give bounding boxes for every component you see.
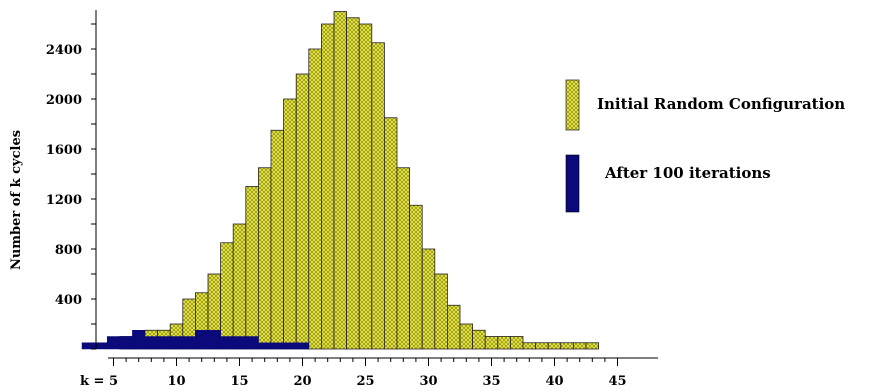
bar-after-k17 — [258, 342, 272, 350]
bar-initial-k21 — [308, 48, 322, 350]
x-tick-label: 45 — [608, 374, 626, 389]
bar-after-k10 — [169, 336, 184, 350]
bar-initial-k42 — [573, 342, 587, 350]
axes: 400 800 1200 1600 2000 2400 5 10 15 20 25 30 35 40 45 — [46, 10, 658, 389]
bar-initial-k33 — [459, 323, 474, 350]
bar-initial-k34 — [472, 329, 486, 350]
y-tick-label: 1200 — [46, 193, 82, 208]
bar-after-k20 — [295, 342, 310, 350]
y-axis-label: Number of k cycles — [9, 130, 24, 270]
initial-series-bars — [119, 11, 600, 350]
x-tick-label: 10 — [167, 374, 185, 389]
bar-after-k3 — [81, 342, 95, 350]
bar-after-k12 — [195, 330, 209, 350]
bar-initial-k36 — [497, 336, 511, 350]
bar-initial-k40 — [547, 342, 562, 350]
y-tick-label: 2400 — [46, 43, 82, 58]
bar-after-k7 — [132, 330, 146, 350]
bar-initial-k28 — [396, 167, 411, 350]
bar-after-k11 — [182, 336, 196, 350]
legend: Initial Random Configuration After 100 i… — [565, 79, 845, 213]
bar-after-k8 — [144, 336, 158, 350]
legend-label-after: After 100 iterations — [604, 164, 771, 182]
bar-initial-k23 — [333, 11, 348, 350]
bar-initial-k25 — [358, 23, 373, 350]
bar-initial-k39 — [535, 342, 549, 350]
bar-initial-k18 — [270, 129, 285, 350]
bar-initial-k15 — [232, 223, 247, 350]
bar-initial-k27 — [383, 117, 398, 350]
bar-initial-k17 — [257, 167, 272, 350]
bar-after-k15 — [232, 336, 247, 350]
bar-initial-k41 — [560, 342, 574, 350]
bar-initial-k30 — [421, 248, 436, 350]
bar-initial-k31 — [434, 273, 448, 350]
x-tick-label: 30 — [419, 374, 437, 389]
bar-initial-k22 — [320, 23, 335, 350]
bar-initial-k19 — [283, 98, 297, 350]
bar-initial-k26 — [371, 42, 385, 350]
bar-initial-k24 — [346, 17, 360, 350]
bar-after-k14 — [220, 336, 234, 350]
bar-initial-k35 — [484, 336, 499, 350]
bar-after-k16 — [245, 336, 259, 350]
y-tick-label: 800 — [55, 243, 82, 258]
x-axis-prefix: k = — [80, 374, 104, 389]
bar-initial-k38 — [522, 342, 537, 350]
bar-initial-k43 — [585, 342, 600, 350]
legend-label-initial: Initial Random Configuration — [597, 95, 845, 113]
bar-initial-k20 — [295, 73, 310, 350]
legend-swatch-initial — [565, 79, 580, 131]
bar-initial-k29 — [409, 204, 423, 350]
bar-initial-k16 — [245, 186, 259, 350]
bar-initial-k14 — [220, 242, 234, 350]
after-series-bars — [81, 330, 310, 350]
legend-swatch-after — [565, 154, 580, 213]
x-tick-label: 5 — [109, 374, 118, 389]
bar-after-k13 — [207, 330, 221, 350]
bar-initial-k37 — [509, 336, 524, 350]
x-tick-label: 15 — [230, 374, 248, 389]
bar-after-k6 — [119, 336, 133, 350]
bar-after-k5 — [106, 336, 121, 350]
x-tick-label: 40 — [545, 374, 563, 389]
bar-after-k9 — [157, 336, 171, 350]
y-tick-label: 2000 — [46, 93, 82, 108]
bar-after-k18 — [270, 342, 284, 350]
y-tick-label: 400 — [55, 293, 82, 308]
x-tick-label: 35 — [482, 374, 500, 389]
y-tick-label: 1600 — [46, 143, 82, 158]
bar-initial-k32 — [446, 304, 461, 350]
x-tick-label: 20 — [293, 374, 311, 389]
x-tick-label: 25 — [356, 374, 374, 389]
bar-after-k19 — [283, 342, 297, 350]
